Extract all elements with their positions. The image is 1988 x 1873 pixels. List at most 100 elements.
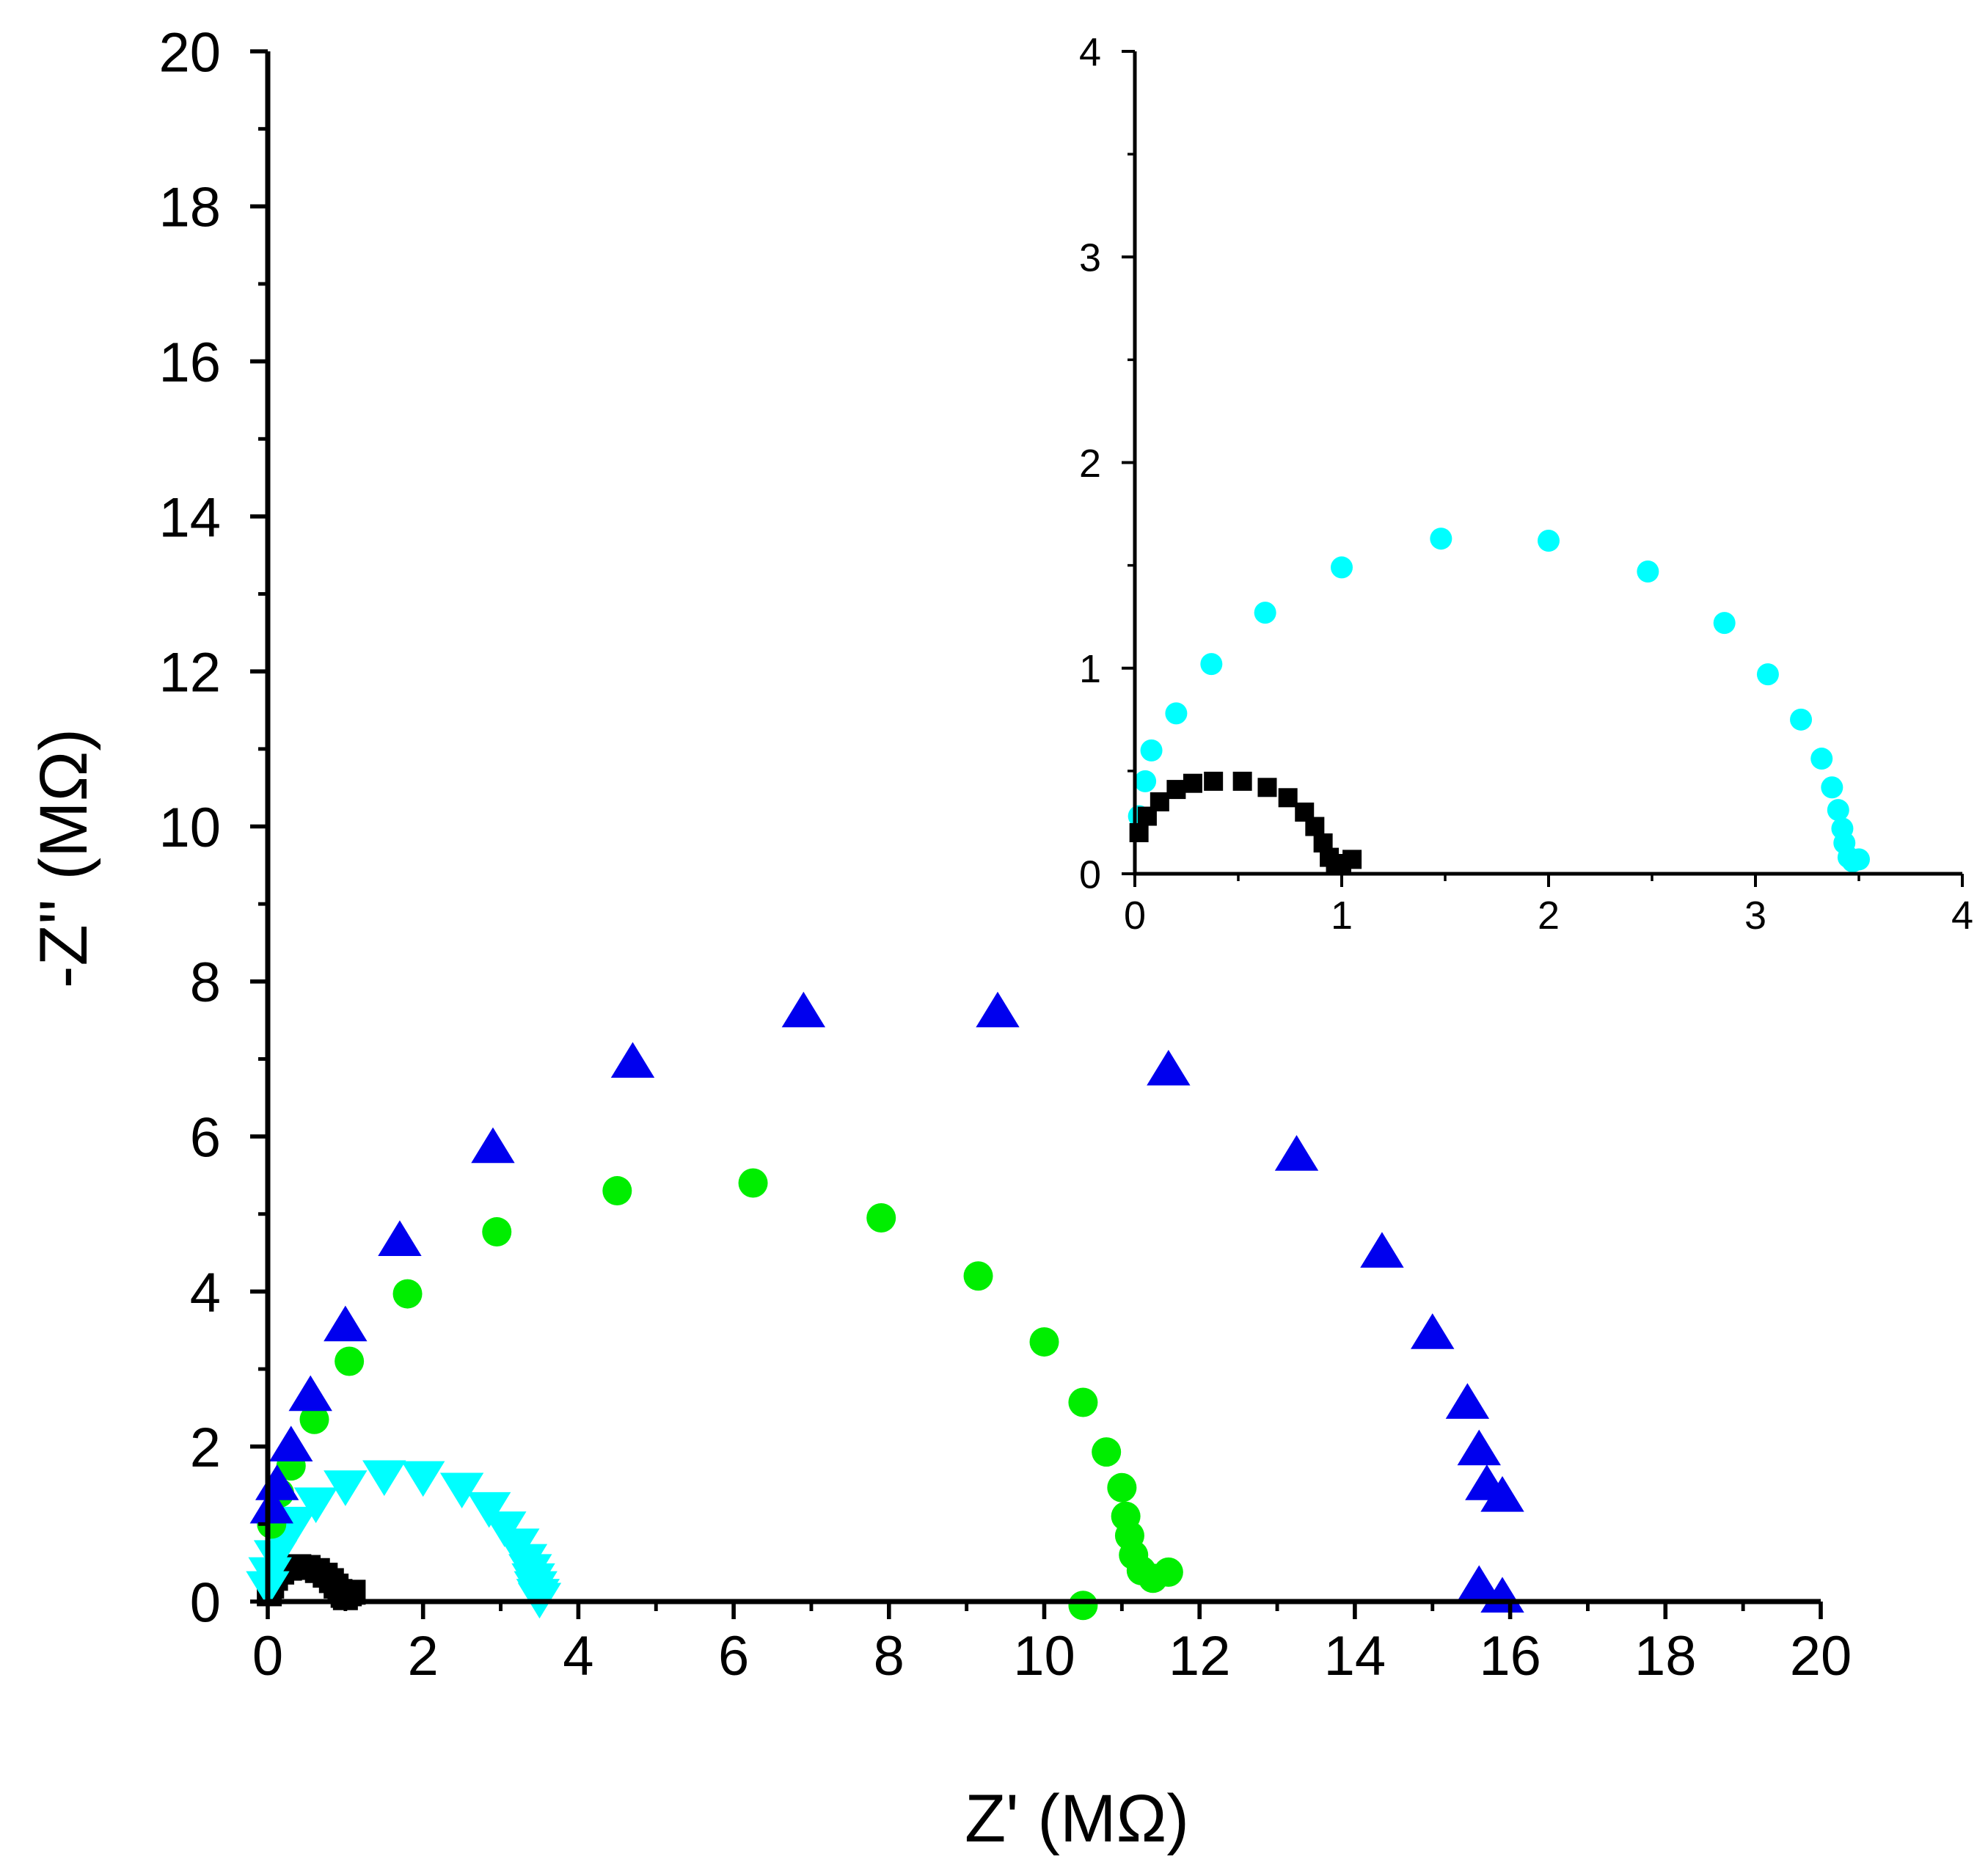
inset-y-tick-label: 2 [1079,442,1101,486]
inset-point [1821,776,1843,799]
inset-y-tick-label: 4 [1079,30,1101,74]
inset-point [1140,739,1163,762]
main-x-tick-label: 12 [1169,1625,1231,1687]
main-point [1092,1437,1122,1467]
main-point [324,1470,368,1506]
main-series-1 [246,1460,562,1619]
inset-point [1305,817,1325,836]
main-x-tick-label: 16 [1479,1625,1541,1687]
main-y-tick-label: 14 [158,486,221,549]
inset-point [1254,602,1276,624]
inset-x-tick-label: 3 [1744,894,1766,938]
inset-point [1827,799,1849,822]
main-point [1457,1429,1501,1466]
main-x-tick-label: 18 [1634,1625,1697,1687]
main-point [324,1305,368,1342]
inset-series-1 [1129,771,1362,875]
main-point [439,1472,484,1509]
main-point [738,1168,768,1198]
inset-point [1204,771,1224,791]
main-y-tick-label: 10 [158,797,221,859]
main-x-tick-label: 2 [408,1625,439,1687]
inset-point [1430,527,1452,550]
inset-point [1538,529,1560,552]
main-point [1068,1591,1098,1621]
main-y-tick-label: 16 [158,332,221,394]
inset-y-tick-label: 3 [1079,236,1101,280]
inset-x-tick-label: 2 [1538,894,1560,938]
main-x-tick-label: 6 [718,1625,749,1687]
main-x-tick-label: 0 [252,1625,283,1687]
main-point [401,1461,445,1497]
main-point [866,1203,896,1233]
main-point [299,1404,329,1434]
main-y-tick-label: 4 [190,1262,221,1324]
inset-point [1810,748,1833,770]
main-x-tick-label: 4 [563,1625,593,1687]
main-point [1153,1557,1183,1587]
inset-y-tick-label: 1 [1079,647,1101,691]
main-point [378,1220,422,1256]
inset-point [1713,612,1736,635]
main-point [482,1217,512,1247]
main-point [781,991,826,1028]
main-point [1147,1049,1191,1086]
inset-series-0 [1128,527,1870,873]
inset-point [1790,708,1813,731]
inset-point [1200,653,1223,676]
main-point [1107,1472,1137,1503]
inset-x-tick-label: 1 [1331,894,1353,938]
main-point [293,1487,338,1524]
main-x-tick-label: 8 [874,1625,905,1687]
main-point [392,1279,423,1309]
inset-point [1129,822,1149,842]
main-point [467,1492,511,1528]
main-point [335,1346,365,1376]
main-point [1068,1387,1098,1417]
inset-point [1232,771,1252,791]
main-point [610,1042,655,1078]
inset-point [1166,780,1186,800]
main-y-tick-label: 6 [190,1106,221,1169]
main-point [1457,1565,1501,1602]
inset-marks [1128,527,1870,875]
main-point [1029,1327,1059,1357]
inset-point [1756,663,1779,686]
inset-x-tick-label: 0 [1124,894,1146,938]
main-point [976,991,1020,1028]
main-point [1445,1383,1490,1419]
main-y-axis-title: -Z'' (MΩ) [26,729,101,988]
inset-x-tick-label: 4 [1951,894,1973,938]
main-point [602,1176,632,1206]
main-point [963,1261,993,1291]
main-series-3 [249,991,1524,1613]
inset-point [1150,792,1169,811]
main-y-tick-label: 0 [190,1571,221,1634]
main-y-tick-label: 8 [190,952,221,1014]
main-point [269,1425,313,1461]
main-x-tick-label: 14 [1324,1625,1386,1687]
inset-y-tick-label: 0 [1079,852,1101,897]
inset-point [1342,850,1362,869]
main-marks [246,991,1524,1621]
inset-point [1257,778,1277,797]
main-x-tick-label: 20 [1790,1625,1852,1687]
inset-point [1165,702,1188,725]
main-x-axis-title: Z' (MΩ) [965,1781,1189,1856]
main-point [1411,1313,1455,1349]
main-point [362,1460,406,1497]
main-series-2 [257,1168,1183,1621]
inset-point [1331,556,1353,579]
inset-point [1183,773,1202,793]
main-point [1480,1476,1524,1512]
main-point [249,1487,293,1524]
inset-point [1848,848,1870,871]
main-y-tick-label: 12 [158,642,221,704]
main-point [1274,1135,1319,1171]
inset-chart: 0 1 2 3 4 0 1 2 3 4 [1079,30,1973,938]
main-point [288,1375,332,1412]
main-y-tick-label: 18 [158,177,221,239]
main-y-tick-label: 20 [158,21,221,84]
